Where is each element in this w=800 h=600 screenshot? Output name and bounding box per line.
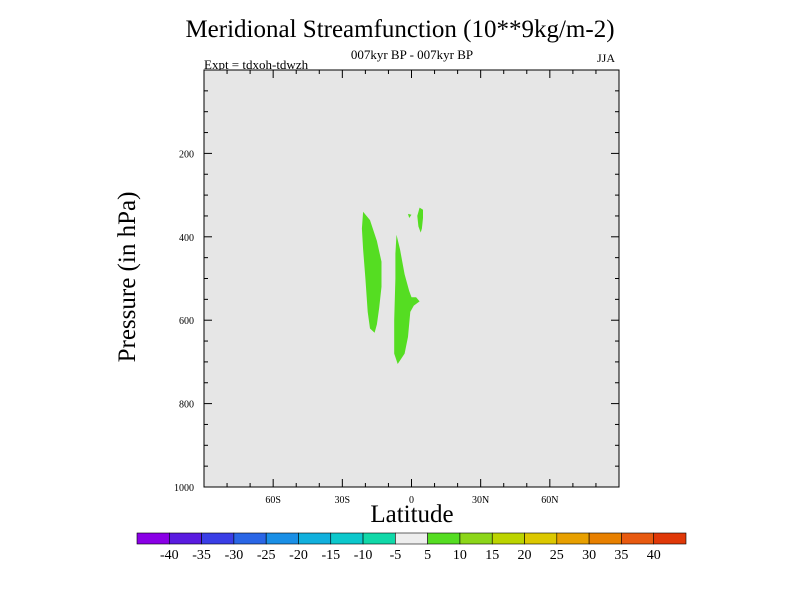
colorbar: -40 -35 -30 -25 -20 -15 -10 -5 5 10 15 20 25 30 35 40 (136, 532, 687, 563)
colorbar-swatch (233, 532, 267, 545)
colorbar-swatch (201, 532, 235, 545)
colorbar-label: 30 (582, 548, 596, 563)
y-tick-label: 1000 (174, 483, 194, 494)
colorbar-swatch (588, 532, 622, 545)
axis-ticks: 60S 30S 0 30N 60N 200 400 600 800 1000 (174, 70, 619, 506)
plot-area (204, 70, 619, 487)
colorbar-swatch (524, 532, 558, 545)
colorbar-label: 25 (550, 548, 564, 563)
colorbar-swatch (621, 532, 654, 545)
colorbar-swatch (427, 532, 461, 545)
colorbar-label: 10 (453, 548, 467, 563)
y-tick-label: 400 (179, 233, 194, 244)
colorbar-label: 20 (518, 548, 532, 563)
colorbar-label: 35 (614, 548, 628, 563)
colorbar-label: -40 (160, 548, 179, 563)
contour-region-1 (361, 211, 382, 333)
y-tick-label: 200 (179, 149, 194, 160)
colorbar-swatch (491, 532, 525, 545)
x-tick-label: 0 (409, 495, 414, 506)
colorbar-label: 5 (424, 548, 431, 563)
colorbar-label: -25 (257, 548, 276, 563)
chart-title: Meridional Streamfunction (10**9kg/m-2) (185, 16, 615, 43)
contour-region-3 (417, 207, 423, 233)
x-tick-label: 30S (335, 495, 351, 506)
colorbar-label: -20 (289, 548, 308, 563)
y-tick-label: 600 (179, 316, 194, 327)
colorbar-swatch (459, 532, 493, 545)
colorbar-swatch (136, 532, 170, 545)
colorbar-label: -5 (390, 548, 402, 563)
colorbar-label: 15 (485, 548, 499, 563)
contour-region-2 (394, 234, 420, 364)
colorbar-label: 40 (647, 548, 661, 563)
x-tick-label: 30N (472, 495, 489, 506)
experiment-label: Expt = tdxoh-tdwzh (204, 57, 309, 72)
colorbar-label: -35 (192, 548, 211, 563)
colorbar-swatch (265, 532, 299, 545)
contour-fill-layer (361, 207, 423, 364)
colorbar-swatch (653, 532, 687, 545)
colorbar-swatch (330, 532, 364, 545)
colorbar-label: -15 (321, 548, 340, 563)
colorbar-swatch (298, 532, 332, 545)
y-tick-label: 800 (179, 400, 194, 411)
colorbar-swatch (168, 532, 202, 545)
colorbar-label: -30 (225, 548, 244, 563)
contour-region-4 (408, 213, 412, 218)
x-tick-label: 60N (541, 495, 558, 506)
x-axis-label: Latitude (370, 501, 454, 528)
colorbar-swatch (362, 532, 396, 545)
colorbar-label: -10 (354, 548, 373, 563)
colorbar-swatch (395, 532, 428, 545)
x-tick-label: 60S (265, 495, 281, 506)
colorbar-swatch (556, 532, 590, 545)
season-label: JJA (597, 51, 616, 65)
chart-subtitle: 007kyr BP - 007kyr BP (350, 47, 474, 62)
